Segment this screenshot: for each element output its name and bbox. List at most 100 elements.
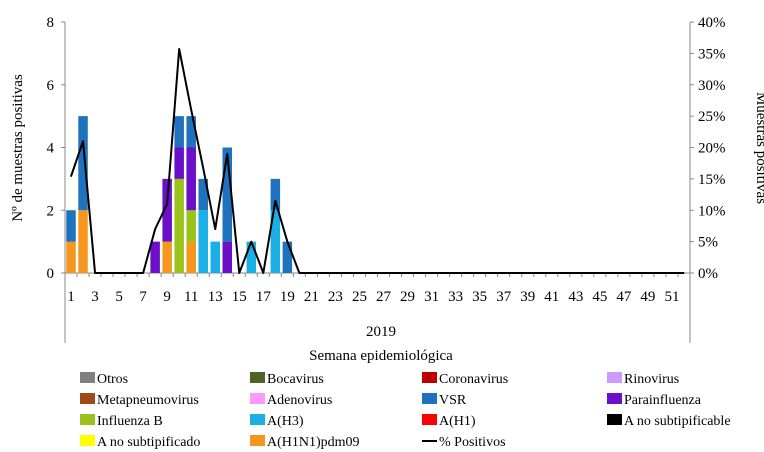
y2-tick-label: 20% (698, 141, 726, 157)
bar-segment (186, 147, 196, 211)
line-point (166, 203, 168, 205)
line-point (142, 272, 144, 274)
legend-swatch (250, 393, 265, 404)
line-point (274, 200, 276, 202)
y2-tick-label: 40% (698, 15, 726, 31)
x-tick-label: 39 (520, 289, 535, 305)
bar-segment (78, 210, 88, 273)
positivity-line (70, 47, 684, 274)
bar-segment (78, 116, 88, 211)
x-tick-label: 35 (472, 289, 487, 305)
x-tick-label: 15 (232, 289, 247, 305)
x-tick-label: 31 (424, 289, 439, 305)
line-point (238, 272, 240, 274)
line-point (659, 272, 661, 274)
legend-swatch (422, 414, 437, 425)
line-point (443, 272, 445, 274)
legend: Otros Bocavirus Coronavirus Rinovirus Metapn… (80, 372, 731, 450)
bar-segment (162, 241, 172, 273)
y-axis-label: Nº de muestras positivas (10, 74, 26, 222)
line-point (455, 272, 457, 274)
x-tick-label: 41 (544, 289, 559, 305)
line-point (563, 272, 565, 274)
y-tick-label: 4 (47, 141, 55, 157)
line-point (178, 48, 180, 50)
x-tick-label: 9 (163, 289, 171, 305)
x-tick-label: 3 (91, 289, 99, 305)
line-point (382, 272, 385, 274)
x-tick-label: 7 (139, 289, 147, 305)
line-point (491, 272, 493, 274)
line-point (587, 272, 589, 274)
bar-segment (66, 210, 76, 242)
year-label: 2019 (366, 324, 396, 340)
x-tick-label: 45 (592, 289, 607, 305)
positivity-line-layer (70, 47, 685, 274)
bar-segment (222, 147, 233, 242)
line-point (310, 272, 312, 274)
legend-label: Parainfluenza (624, 393, 702, 408)
line-point (539, 272, 541, 274)
line-point (394, 272, 397, 274)
axis-labels: Nº de muestras positivas Muestras positi… (10, 74, 764, 364)
y2-tick-label: 35% (698, 46, 726, 62)
y2-tick-label: 5% (698, 235, 718, 251)
legend-swatch (607, 414, 622, 425)
bar-segment (198, 210, 208, 273)
line-point (298, 272, 300, 274)
line-point (358, 272, 361, 274)
line-point (250, 241, 252, 243)
legend-label: Bocavirus (267, 372, 324, 387)
x-tick-label: 5 (115, 289, 123, 305)
line-point (479, 272, 481, 274)
bar-segment (198, 178, 208, 211)
x-tick-label: 21 (304, 289, 319, 305)
legend-label: Adenovirus (267, 393, 332, 408)
legend-swatch (250, 435, 265, 446)
y-tick-label: 2 (47, 203, 55, 219)
y-tick-label: 6 (47, 78, 55, 94)
legend-label: % Positivos (439, 435, 506, 450)
legend-label: Otros (97, 372, 128, 387)
bar-segment (282, 241, 293, 273)
bar-segment (162, 178, 172, 242)
line-point (406, 272, 409, 274)
line-point (322, 272, 325, 274)
legend-swatch (80, 372, 95, 383)
legend-swatch (607, 372, 622, 383)
line-point (515, 272, 517, 274)
y-tick-label: 0 (47, 266, 55, 282)
bar-segment (186, 116, 196, 148)
bar-segment (270, 210, 281, 273)
line-point (647, 272, 649, 274)
line-point (334, 272, 337, 274)
legend-label: A no subtipificado (97, 435, 200, 450)
x-tick-label: 25 (352, 289, 367, 305)
legend-label: A(H1) (439, 414, 476, 429)
bar-segment (150, 241, 160, 273)
bar-segment (222, 241, 233, 273)
x-tick-label: 11 (184, 289, 198, 305)
y-tick-label: 8 (47, 15, 55, 31)
line-point (226, 153, 228, 155)
legend-swatch (422, 372, 437, 383)
legend-swatch (250, 414, 265, 425)
line-point (154, 228, 156, 230)
line-point (575, 272, 577, 274)
x-tick-label: 47 (616, 289, 632, 305)
legend-swatch (80, 435, 95, 446)
y2-tick-label: 30% (698, 78, 726, 94)
line-point (527, 272, 529, 274)
legend-swatch (80, 414, 95, 425)
bar-segment (174, 147, 184, 179)
x-tick-label: 23 (328, 289, 343, 305)
line-point (214, 228, 216, 230)
y2-tick-label: 25% (698, 109, 726, 125)
x-tick-label: 27 (376, 289, 392, 305)
legend-swatch (250, 372, 265, 383)
line-point (346, 272, 349, 274)
bar-segment (174, 178, 184, 273)
x-tick-label: 1 (67, 289, 75, 305)
y2-tick-label: 15% (698, 172, 726, 188)
legend-swatch (422, 393, 437, 404)
